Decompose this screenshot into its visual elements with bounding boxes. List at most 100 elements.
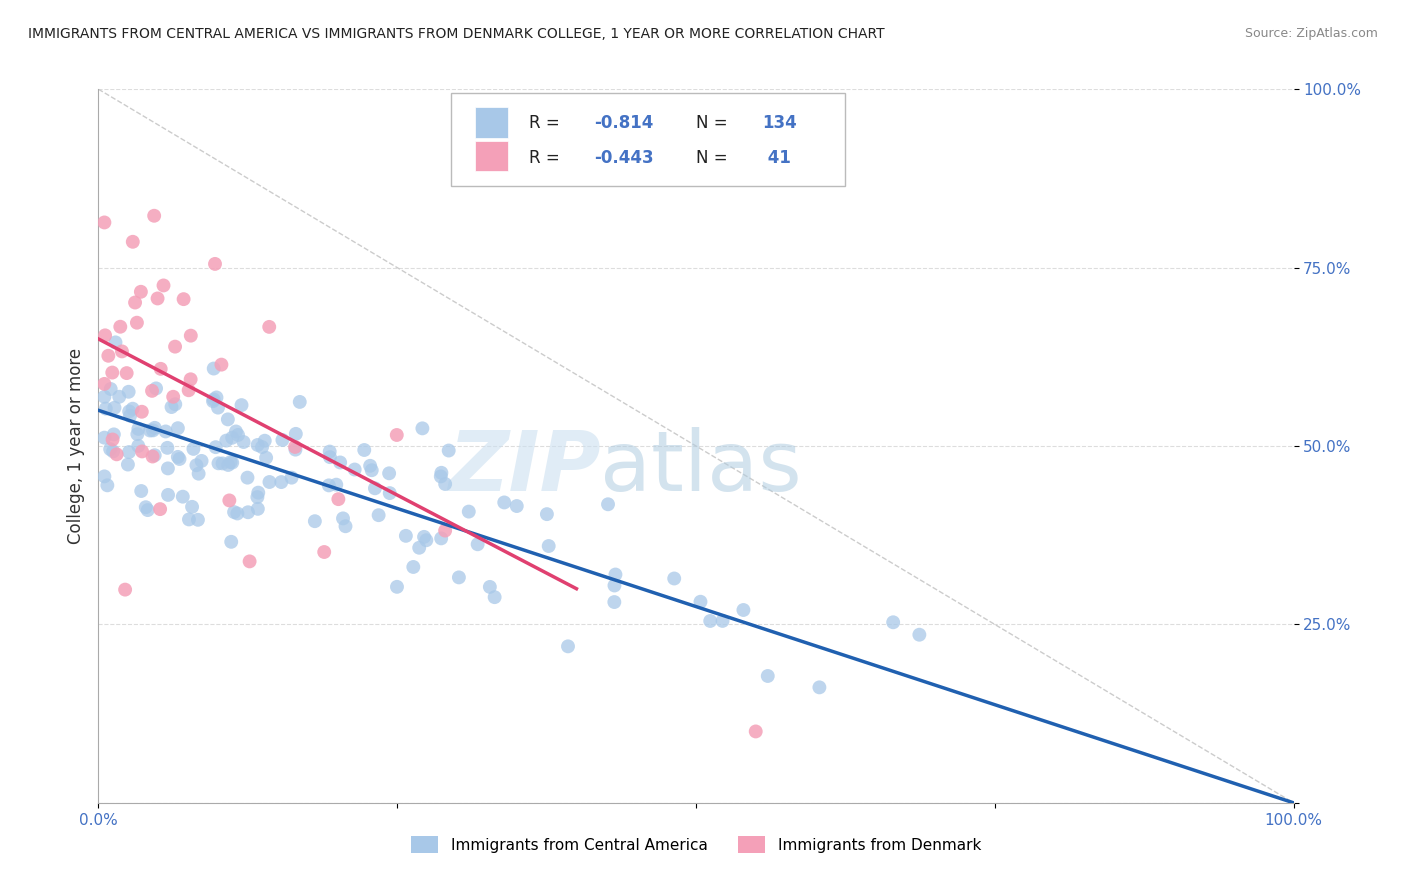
Point [127,427,149,442]
Point [288,395,311,409]
Point [506,499,529,513]
Point [125,316,148,330]
Point [127,422,149,436]
Point [121,235,143,249]
Point [142,423,165,437]
Point [537,539,560,553]
Point [129,483,152,498]
Point [756,669,779,683]
Point [143,209,166,223]
Text: atlas: atlas [600,427,801,508]
Point [187,513,209,527]
Point [156,441,179,455]
Bar [475,141,509,171]
Point [603,595,626,609]
Text: -0.443: -0.443 [595,150,654,168]
Point [165,397,187,411]
Point [97,349,120,363]
Text: 134: 134 [762,114,796,132]
Point [494,495,516,509]
Point [457,505,479,519]
Point [177,383,200,397]
Point [155,425,177,439]
Point [413,530,436,544]
Point [190,454,212,468]
Point [181,500,204,514]
Point [103,427,125,442]
Text: 41: 41 [762,150,790,168]
Point [101,444,124,458]
Point [478,580,501,594]
Point [219,534,242,549]
Point [447,570,470,584]
Point [284,440,307,454]
Point [605,567,627,582]
Point [204,257,226,271]
Point [104,335,127,350]
Point [314,545,336,559]
Point [124,295,146,310]
Point [118,404,141,418]
Point [231,398,253,412]
FancyBboxPatch shape [451,93,845,186]
Point [271,433,294,447]
Point [236,470,259,484]
Point [131,444,153,458]
Point [437,443,460,458]
Point [557,640,579,654]
Point [143,448,166,462]
Point [117,458,139,472]
Point [217,412,239,426]
Point [114,582,136,597]
Point [536,507,558,521]
Point [93,215,115,229]
Point [96,478,118,492]
Point [145,381,167,395]
Point [689,595,711,609]
Point [143,421,166,435]
Point [434,524,457,538]
Point [222,505,245,519]
Point [131,405,153,419]
Point [165,340,187,354]
Point [745,724,768,739]
Point [94,328,117,343]
Point [218,493,240,508]
Point [152,278,174,293]
Point [217,458,239,472]
Point [378,486,401,500]
Point [205,391,228,405]
Point [111,344,134,359]
Point [146,292,169,306]
Point [246,501,269,516]
Point [160,400,183,414]
Point [225,425,247,439]
Point [408,541,430,555]
Point [699,614,721,628]
Point [100,382,122,396]
Point [110,319,132,334]
Point [219,455,242,469]
Point [215,434,238,448]
Point [280,470,302,484]
Point [172,490,194,504]
Text: N =: N = [696,150,733,168]
Point [169,452,191,467]
Y-axis label: College, 1 year or more: College, 1 year or more [66,348,84,544]
Point [93,431,115,445]
Point [221,456,243,470]
Point [135,500,157,515]
Point [603,578,626,592]
Point [108,390,131,404]
Point [232,435,254,450]
Point [664,572,686,586]
Point [364,481,387,495]
Text: -0.814: -0.814 [595,114,654,132]
Point [211,457,233,471]
Point [166,450,188,464]
Point [149,361,172,376]
Point [259,475,281,489]
Point [139,424,162,438]
Point [254,450,277,465]
Point [908,628,931,642]
